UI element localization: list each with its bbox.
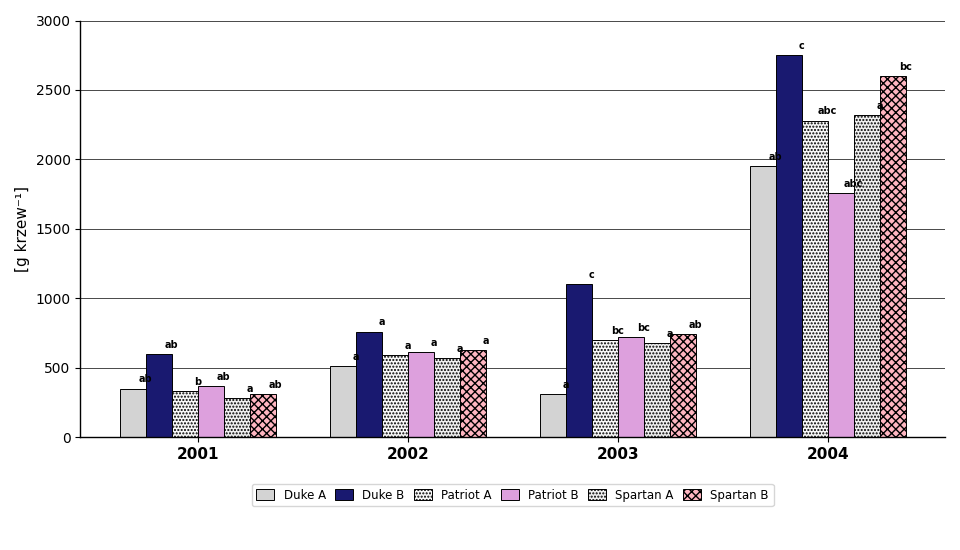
- Text: ab: ab: [165, 340, 179, 350]
- Text: a: a: [404, 341, 411, 351]
- Text: a: a: [876, 101, 883, 111]
- Bar: [198, 386, 224, 437]
- Bar: [750, 166, 776, 437]
- Text: bc: bc: [612, 326, 624, 336]
- Bar: [382, 355, 408, 437]
- Text: abc: abc: [818, 106, 837, 117]
- Text: c: c: [588, 270, 594, 280]
- Bar: [802, 120, 828, 437]
- Bar: [828, 192, 853, 437]
- Y-axis label: [g krzew⁻¹]: [g krzew⁻¹]: [15, 186, 30, 272]
- Bar: [540, 394, 565, 437]
- Text: a: a: [482, 336, 489, 345]
- Bar: [172, 392, 198, 437]
- Text: bc: bc: [637, 323, 650, 333]
- Bar: [617, 337, 644, 437]
- Bar: [644, 343, 670, 437]
- Bar: [460, 350, 486, 437]
- Bar: [591, 340, 617, 437]
- Text: abc: abc: [844, 179, 863, 189]
- Text: a: a: [430, 338, 437, 348]
- Bar: [224, 398, 250, 437]
- Bar: [329, 366, 356, 437]
- Bar: [434, 358, 460, 437]
- Text: b: b: [194, 377, 202, 387]
- Text: a: a: [352, 352, 359, 362]
- Bar: [146, 354, 172, 437]
- Text: ab: ab: [689, 320, 703, 330]
- Text: a: a: [666, 328, 673, 339]
- Text: ab: ab: [769, 152, 782, 162]
- Text: a: a: [456, 344, 463, 354]
- Text: a: a: [563, 380, 569, 390]
- Bar: [853, 115, 879, 437]
- Bar: [670, 334, 696, 437]
- Text: ab: ab: [217, 372, 230, 382]
- Text: a: a: [247, 384, 252, 394]
- Legend: Duke A, Duke B, Patriot A, Patriot B, Spartan A, Spartan B: Duke A, Duke B, Patriot A, Patriot B, Sp…: [252, 484, 774, 506]
- Text: bc: bc: [900, 62, 912, 72]
- Text: ab: ab: [269, 380, 282, 390]
- Bar: [120, 388, 146, 437]
- Bar: [565, 284, 591, 437]
- Text: c: c: [799, 41, 804, 51]
- Text: a: a: [378, 317, 385, 327]
- Bar: [250, 394, 276, 437]
- Bar: [776, 55, 802, 437]
- Text: ab: ab: [139, 375, 153, 384]
- Bar: [356, 332, 382, 437]
- Bar: [408, 353, 434, 437]
- Bar: [879, 76, 905, 437]
